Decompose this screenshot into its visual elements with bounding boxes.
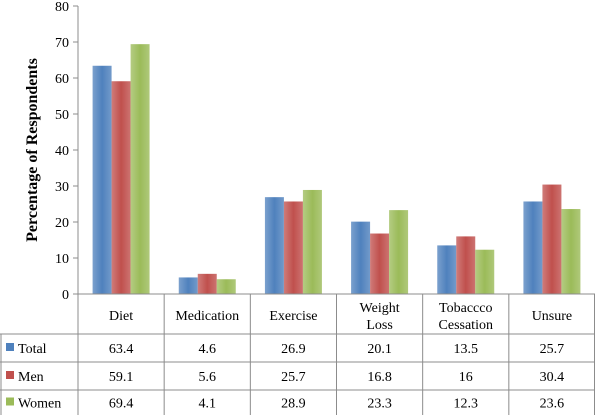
y-tick-label: 80 bbox=[55, 0, 69, 15]
bar-women-2 bbox=[302, 189, 322, 294]
y-tick-label: 60 bbox=[55, 72, 69, 87]
legend-label: Total bbox=[18, 342, 47, 357]
legend-key-men bbox=[6, 371, 14, 379]
bar-men-2 bbox=[283, 201, 303, 294]
y-tick-label: 20 bbox=[55, 216, 69, 231]
data-label: 69.4 bbox=[109, 397, 134, 412]
legend-label: Men bbox=[18, 370, 44, 385]
category-label-line: Tobaccco bbox=[439, 301, 492, 316]
data-label: 16.8 bbox=[367, 370, 392, 385]
data-label: 13.5 bbox=[454, 342, 479, 357]
data-label: 25.7 bbox=[540, 342, 565, 357]
category-label: Diet bbox=[109, 309, 133, 324]
bar-women-4 bbox=[475, 249, 495, 294]
category-label: Exercise bbox=[269, 309, 317, 324]
y-tick-label: 10 bbox=[55, 252, 69, 267]
data-label: 25.7 bbox=[281, 370, 306, 385]
data-label: 23.6 bbox=[540, 397, 565, 412]
y-tick-label: 0 bbox=[62, 288, 69, 303]
category-label-line: Loss bbox=[366, 318, 392, 333]
bar-men-1 bbox=[197, 273, 217, 294]
data-label: 5.6 bbox=[199, 370, 217, 385]
bar-total-2 bbox=[264, 197, 284, 294]
data-label: 23.3 bbox=[367, 397, 392, 412]
data-label: 26.9 bbox=[281, 342, 306, 357]
data-label: 30.4 bbox=[540, 370, 565, 385]
bar-total-0 bbox=[92, 65, 112, 294]
category-label: Tobaccco Cessation bbox=[439, 301, 493, 333]
data-label: 28.9 bbox=[281, 397, 306, 412]
legend-label: Women bbox=[18, 397, 61, 412]
category-label-line: Weight bbox=[360, 301, 400, 316]
bar-women-1 bbox=[216, 279, 236, 294]
category-label: Medication bbox=[175, 309, 239, 324]
y-tick-label: 70 bbox=[55, 36, 69, 51]
bar-women-3 bbox=[389, 210, 409, 294]
legend-key-total bbox=[6, 343, 14, 351]
bar-women-0 bbox=[130, 44, 150, 294]
data-label: 12.3 bbox=[454, 397, 479, 412]
y-tick-label: 40 bbox=[55, 144, 69, 159]
bar-men-5 bbox=[542, 184, 562, 294]
data-label: 59.1 bbox=[109, 370, 134, 385]
bar-total-4 bbox=[437, 245, 457, 294]
data-label: 4.1 bbox=[199, 397, 217, 412]
data-label: 20.1 bbox=[367, 342, 392, 357]
y-axis-label: Percentage of Respondents bbox=[24, 58, 41, 242]
bar-total-1 bbox=[178, 277, 198, 294]
bar-total-3 bbox=[351, 221, 371, 294]
data-label: 4.6 bbox=[199, 342, 217, 357]
data-label: 63.4 bbox=[109, 342, 134, 357]
y-tick-label: 50 bbox=[55, 108, 69, 123]
y-tick-label: 30 bbox=[55, 180, 69, 195]
category-label: Weight Loss bbox=[360, 301, 400, 333]
legend-key-women bbox=[6, 397, 14, 406]
category-label-line: Cessation bbox=[439, 318, 493, 333]
bar-women-5 bbox=[561, 209, 581, 294]
category-label: Unsure bbox=[532, 309, 572, 324]
bar-total-5 bbox=[523, 201, 543, 294]
bar-men-4 bbox=[456, 236, 476, 294]
bar-men-0 bbox=[111, 81, 131, 295]
bar-men-3 bbox=[370, 233, 390, 294]
data-label: 16 bbox=[459, 370, 473, 385]
